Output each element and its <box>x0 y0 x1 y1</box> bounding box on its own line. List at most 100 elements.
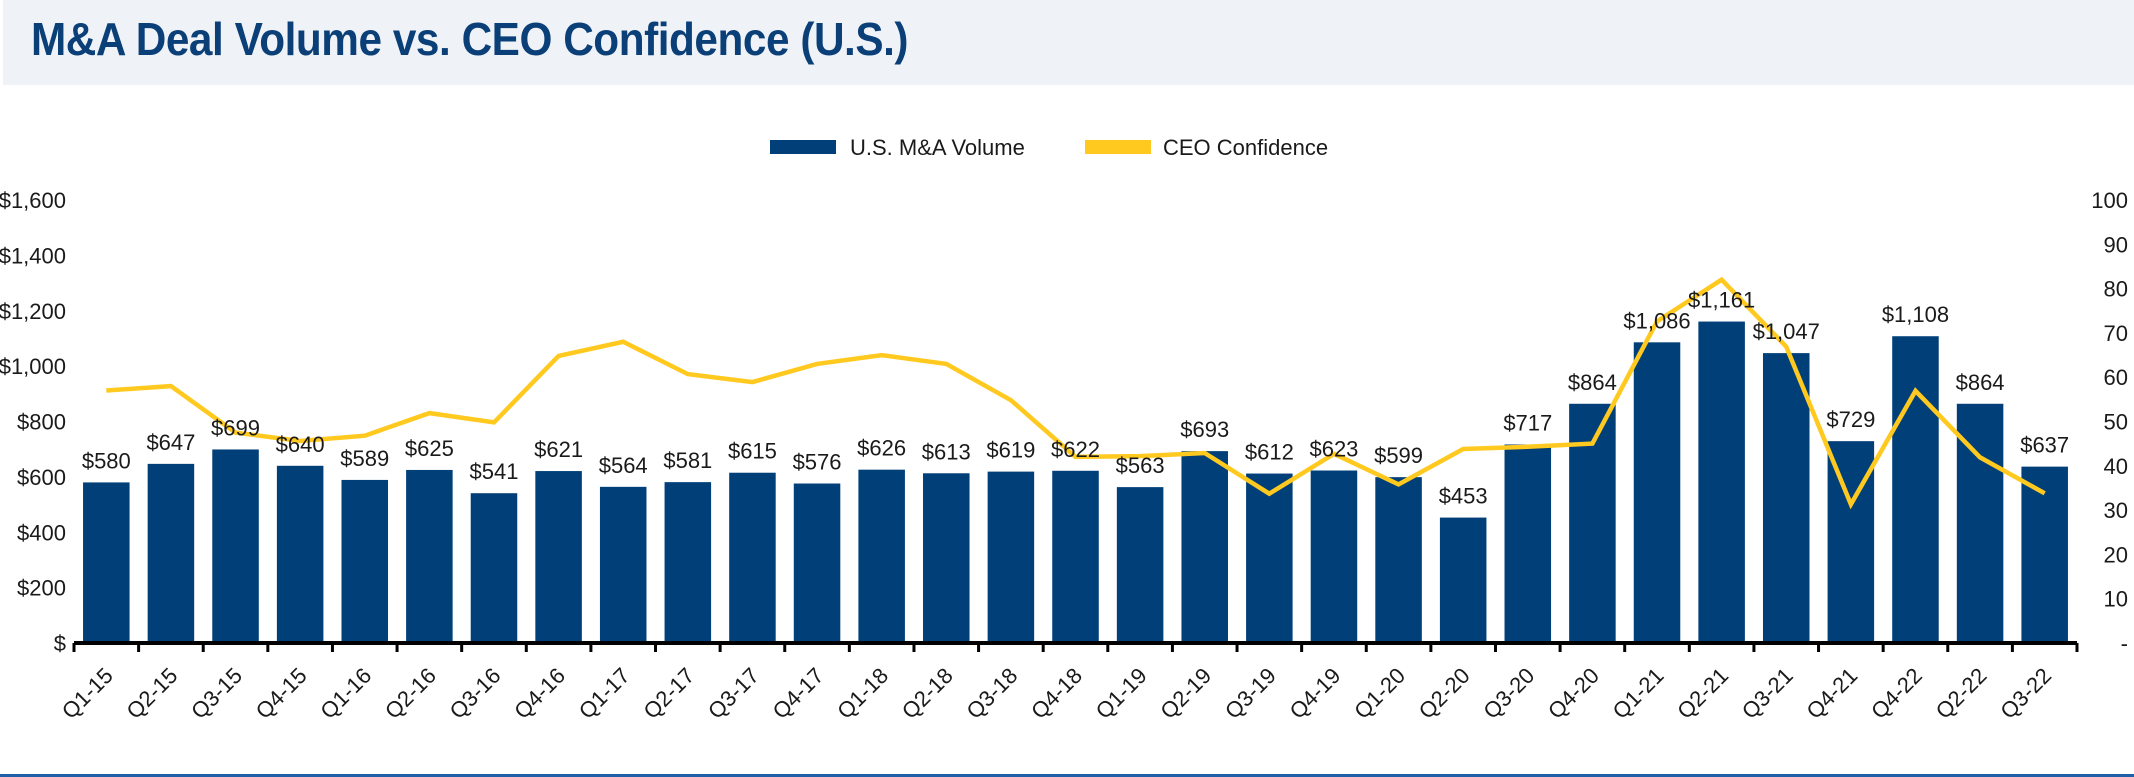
data-label: $580 <box>82 448 131 473</box>
x-tick-label: Q1-15 <box>57 663 118 724</box>
data-label: $613 <box>922 439 971 464</box>
y-right-tick-label: 20 <box>2104 542 2128 567</box>
y-axis-left: $ $200 $400 $600 $800 $1,000 $1,200 $1,400 $1,60… <box>0 188 66 656</box>
bar-q1-19 <box>1116 487 1164 643</box>
x-tick-label: Q3-21 <box>1737 663 1798 724</box>
y-left-tick-label: $ <box>54 631 66 656</box>
y-right-tick-label: 80 <box>2104 277 2128 302</box>
data-label: $621 <box>534 437 583 462</box>
y-left-tick-label: $800 <box>17 410 66 435</box>
y-right-tick-label: 40 <box>2104 454 2128 479</box>
data-label: $640 <box>276 432 325 457</box>
data-label: $453 <box>1439 484 1488 509</box>
bar-q4-16 <box>535 471 582 643</box>
bar-q2-20 <box>1439 517 1487 643</box>
x-tick-label: Q3-15 <box>186 663 247 724</box>
y-left-tick-label: $1,400 <box>0 243 66 268</box>
bar-q4-15 <box>276 465 324 643</box>
y-right-tick-label: - <box>2121 631 2128 656</box>
y-right-tick-label: 90 <box>2104 232 2128 257</box>
x-tick-label: Q1-17 <box>574 663 635 724</box>
data-label: $1,047 <box>1753 319 1820 344</box>
bar-q3-18 <box>987 471 1035 643</box>
data-label: $612 <box>1245 440 1294 465</box>
bar-q3-17 <box>729 472 776 643</box>
x-tick-label: Q4-18 <box>1026 663 1087 724</box>
data-label: $615 <box>728 439 777 464</box>
x-tick-label: Q3-17 <box>703 663 764 724</box>
legend-swatch-confidence <box>1085 140 1151 154</box>
bar-q2-17 <box>664 482 712 643</box>
data-label: $581 <box>663 448 712 473</box>
x-tick-label: Q1-19 <box>1091 663 1152 724</box>
legend-swatch-volume <box>770 140 836 154</box>
data-label: $599 <box>1374 443 1423 468</box>
bar-q1-18 <box>858 469 905 643</box>
data-label: $623 <box>1309 437 1358 462</box>
data-label: $541 <box>470 459 519 484</box>
bar-q1-15 <box>83 482 130 643</box>
data-label: $576 <box>793 450 842 475</box>
data-label: $589 <box>340 446 389 471</box>
data-label: $693 <box>1180 417 1229 442</box>
data-label: $647 <box>146 430 195 455</box>
x-tick-label: Q4-17 <box>768 663 829 724</box>
x-tick-label: Q3-19 <box>1220 663 1281 724</box>
bar-q3-19 <box>1246 473 1293 643</box>
legend-label-confidence: CEO Confidence <box>1163 135 1328 160</box>
x-tick-label: Q1-20 <box>1349 663 1410 724</box>
y-left-tick-label: $1,600 <box>0 188 66 213</box>
ceo-confidence-line <box>106 276 2046 510</box>
x-tick-label: Q1-21 <box>1608 663 1669 724</box>
x-tick-label: Q2-17 <box>638 663 699 724</box>
data-label: $729 <box>1826 407 1875 432</box>
y-left-tick-label: $1,200 <box>0 299 66 324</box>
bar-q3-20 <box>1504 444 1552 643</box>
bar-q1-21 <box>1633 342 1681 643</box>
bar-q3-21 <box>1762 353 1810 643</box>
y-right-tick-label: 70 <box>2104 321 2128 346</box>
bar-q2-18 <box>923 473 970 643</box>
data-labels: $580 $647 $699 $640 $589 $625 $541 $621 $564 $581… <box>82 288 2069 509</box>
x-tick-label: Q4-22 <box>1866 663 1927 724</box>
x-axis: Q1-15 Q2-15 Q3-15 Q4-15 Q1-16 Q2-16 Q3-16 Q4-16… <box>57 641 2079 724</box>
bar-q1-20 <box>1375 477 1422 643</box>
bar-q4-17 <box>793 483 841 643</box>
data-label: $622 <box>1051 437 1100 462</box>
x-tick-label: Q4-20 <box>1543 663 1604 724</box>
x-tick-label: Q4-21 <box>1801 663 1862 724</box>
chart-title: M&A Deal Volume vs. CEO Confidence (U.S.… <box>31 13 909 65</box>
data-label: $717 <box>1503 410 1552 435</box>
data-label: $864 <box>1956 370 2005 395</box>
data-label: $563 <box>1116 453 1165 478</box>
data-label: $564 <box>599 453 648 478</box>
y-left-tick-label: $600 <box>17 465 66 490</box>
y-right-tick-label: 10 <box>2104 587 2128 612</box>
y-right-tick-label: 50 <box>2104 410 2128 435</box>
x-tick-label: Q3-20 <box>1478 663 1539 724</box>
data-label: $864 <box>1568 370 1617 395</box>
bar-q3-15 <box>212 449 259 643</box>
data-label: $619 <box>986 438 1035 463</box>
data-label: $1,086 <box>1623 308 1690 333</box>
x-tick-label: Q2-15 <box>122 663 183 724</box>
y-right-tick-label: 100 <box>2091 188 2128 213</box>
data-label: $625 <box>405 436 454 461</box>
x-tick-label: Q2-21 <box>1672 663 1733 724</box>
y-left-tick-label: $400 <box>17 520 66 545</box>
x-tick-label: Q2-22 <box>1931 663 1992 724</box>
x-tick-label: Q3-22 <box>1995 663 2056 724</box>
x-tick-label: Q2-19 <box>1155 663 1216 724</box>
bar-series <box>83 321 2068 643</box>
bar-q2-19 <box>1181 451 1228 643</box>
x-tick-label: Q4-16 <box>509 663 570 724</box>
y-right-tick-label: 60 <box>2104 365 2128 390</box>
x-tick-label: Q2-18 <box>897 663 958 724</box>
title-banner: M&A Deal Volume vs. CEO Confidence (U.S.… <box>3 0 2134 85</box>
line-series <box>106 276 2046 510</box>
data-label: $637 <box>2020 433 2069 458</box>
y-left-tick-label: $200 <box>17 576 66 601</box>
x-tick-label: Q2-16 <box>380 663 441 724</box>
bar-q3-22 <box>2021 466 2068 643</box>
